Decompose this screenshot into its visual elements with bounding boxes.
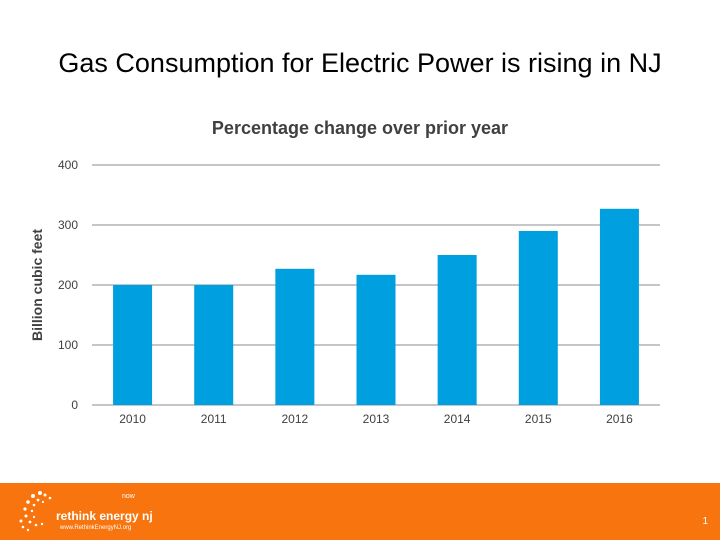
- bar-2016: [599, 208, 639, 405]
- y-tick-label: 0: [71, 398, 78, 412]
- rethink-energy-nj-logo[interactable]: now rethink energy nj www.RethinkEnergyN…: [18, 487, 168, 537]
- bar-2014: [437, 255, 477, 405]
- x-tick-label: 2014: [444, 412, 471, 426]
- y-tick-label: 300: [58, 218, 78, 232]
- y-tick-label: 200: [58, 278, 78, 292]
- x-tick-label: 2011: [201, 412, 227, 426]
- bars: [113, 208, 639, 405]
- x-tick-label: 2015: [525, 412, 552, 426]
- x-tick-labels: 2010 2011 2012 2013 2014 2015 2016: [119, 412, 633, 426]
- x-tick-label: 2016: [606, 412, 633, 426]
- logo-now-text: now: [122, 493, 135, 500]
- bar-2012: [275, 268, 315, 405]
- logo-url: www.RethinkEnergyNJ.org: [60, 525, 132, 531]
- bar-2015: [518, 231, 558, 405]
- x-tick-label: 2012: [282, 412, 309, 426]
- slide-title: Gas Consumption for Electric Power is ri…: [58, 48, 662, 78]
- y-tick-label: 100: [58, 338, 78, 352]
- y-tick-labels: 0 100 200 300 400: [58, 158, 78, 412]
- page-number: 1: [702, 516, 708, 527]
- y-axis-label: Billion cubic feet: [29, 229, 45, 341]
- sunburst-logo-icon: [19, 491, 52, 532]
- bar-2010: [113, 285, 153, 405]
- y-tick-label: 400: [58, 158, 78, 172]
- footer-bar: now rethink energy nj www.RethinkEnergyN…: [0, 483, 720, 540]
- bar-2011: [194, 285, 234, 405]
- logo-suffix: nj: [142, 509, 153, 523]
- x-tick-label: 2013: [363, 412, 390, 426]
- x-tick-label: 2010: [119, 412, 146, 426]
- logo-wordmark: rethink energy nj: [56, 509, 153, 523]
- bar-2013: [356, 274, 396, 405]
- chart-title: Percentage change over prior year: [211, 118, 509, 138]
